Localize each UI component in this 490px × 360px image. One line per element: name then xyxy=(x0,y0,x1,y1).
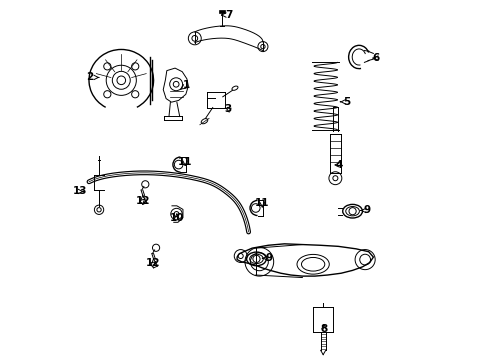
Text: 2: 2 xyxy=(86,72,98,82)
Text: 11: 11 xyxy=(255,198,270,208)
Text: 5: 5 xyxy=(341,97,350,107)
Text: 3: 3 xyxy=(224,104,231,114)
Text: 4: 4 xyxy=(335,160,343,170)
Text: 12: 12 xyxy=(147,258,161,268)
Text: 9: 9 xyxy=(361,206,370,216)
Text: 7: 7 xyxy=(221,10,233,20)
Text: 1: 1 xyxy=(180,80,191,90)
Text: 10: 10 xyxy=(170,213,184,222)
Text: 13: 13 xyxy=(73,186,87,197)
Text: 11: 11 xyxy=(178,157,193,167)
Text: 12: 12 xyxy=(136,196,150,206)
Text: 8: 8 xyxy=(320,324,327,334)
Bar xyxy=(219,10,225,13)
Text: 6: 6 xyxy=(372,53,380,63)
Text: 9: 9 xyxy=(262,253,272,263)
